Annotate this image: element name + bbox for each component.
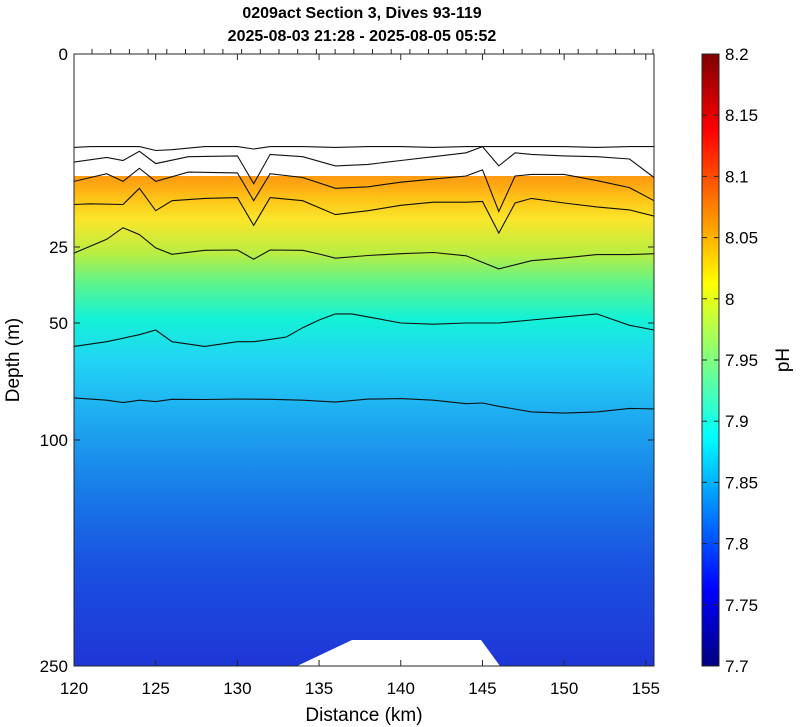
contour-line — [74, 227, 654, 270]
x-axis-label: Distance (km) — [305, 705, 422, 726]
y-tick-label: 250 — [40, 657, 68, 676]
y-tick-label: 100 — [40, 431, 68, 450]
chart-title-line2: 2025-08-03 21:28 - 2025-08-05 05:52 — [228, 28, 497, 45]
contour-line — [74, 145, 654, 185]
x-tick-label: 145 — [468, 679, 496, 698]
x-tick-label: 120 — [60, 679, 88, 698]
y-axis-ticks: 0 25 50 100 250 — [40, 45, 654, 676]
contour-line — [74, 146, 654, 152]
colorbar-tick-label: 8.15 — [725, 106, 758, 125]
contour-lines — [74, 145, 654, 414]
y-tick-label: 25 — [49, 238, 68, 257]
y-axis-label: Depth (m) — [3, 318, 24, 402]
colorbar-tick-label: 7.75 — [725, 596, 758, 615]
colorbar-tick-label: 8 — [725, 290, 734, 309]
x-axis-ticks: 120 125 130 135 140 145 150 155 — [60, 49, 660, 698]
x-tick-label: 125 — [142, 679, 170, 698]
x-tick-label: 135 — [305, 679, 333, 698]
contour-line — [74, 397, 654, 414]
colorbar-tick-label: 7.95 — [725, 351, 758, 370]
colorbar-tick-label: 7.9 — [725, 412, 749, 431]
plot-frame — [73, 53, 655, 667]
colorbar-tick-label: 7.7 — [725, 657, 749, 676]
plot-area — [74, 54, 654, 666]
contour-line — [74, 167, 654, 213]
colorbar-tick-label: 8.05 — [725, 229, 758, 248]
y-tick-label: 50 — [49, 314, 68, 333]
x-tick-label: 130 — [223, 679, 251, 698]
contour-line — [74, 313, 654, 347]
no-data-region — [297, 640, 500, 666]
colorbar-tick-label: 8.1 — [725, 167, 749, 186]
y-tick-label: 0 — [59, 45, 68, 64]
x-tick-label: 155 — [632, 679, 660, 698]
warm-surface-band — [74, 176, 654, 216]
colorbar-ticks: 8.2 8.15 8.1 8.05 8 7.95 7.9 7.85 7.8 7.75 7.7 — [702, 45, 758, 676]
colorbar-tick-label: 8.2 — [725, 45, 749, 64]
x-tick-label: 140 — [387, 679, 415, 698]
x-tick-label: 150 — [550, 679, 578, 698]
ph-field — [74, 176, 654, 666]
colorbar-tick-label: 7.85 — [725, 473, 758, 492]
colorbar-tick-label: 7.8 — [725, 535, 749, 554]
contour-line — [74, 187, 654, 235]
colorbar-label: pH — [773, 348, 794, 372]
chart-title-line1: 0209act Section 3, Dives 93-119 — [242, 5, 481, 22]
